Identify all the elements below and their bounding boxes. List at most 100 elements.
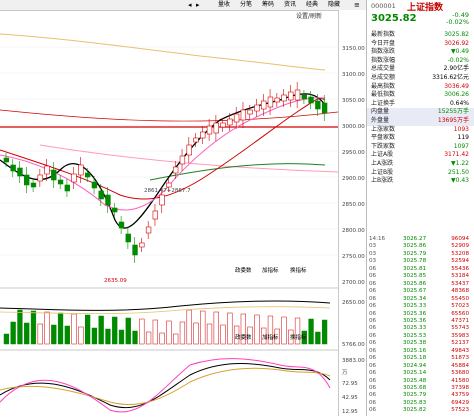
- volume-bar: [132, 330, 138, 345]
- candle-body: [105, 194, 111, 206]
- tick-volume: 48368: [451, 288, 469, 295]
- candle-body: [281, 94, 287, 102]
- tick-volume: 37398: [451, 385, 469, 391]
- tab-news[interactable]: 资讯: [284, 1, 297, 8]
- quote-row-label: 上B涨跌: [371, 177, 394, 185]
- quote-row-label: 平盘家数: [371, 134, 396, 142]
- tick-volume: 47371: [451, 317, 469, 324]
- volume-bar: [24, 322, 30, 345]
- tick-row: 06 3025.85 53184: [367, 273, 474, 281]
- tick-volume: 65560: [451, 310, 469, 317]
- kdj-tick: 12.95: [342, 409, 358, 415]
- arrow-left-icon[interactable]: ◂: [188, 1, 192, 9]
- tick-price: 3025.67: [403, 288, 427, 295]
- volume-bar: [179, 321, 186, 345]
- candle-body: [294, 89, 301, 101]
- candle-body: [3, 157, 10, 163]
- price-change: -0.49 -0.02%: [429, 12, 469, 26]
- tick-volume: 52594: [451, 258, 469, 265]
- ma120-line: [39, 144, 339, 173]
- tick-volume: 53437: [451, 280, 469, 287]
- volume-bar: [44, 311, 50, 345]
- volume-bar: [186, 309, 192, 345]
- tick-time: 03: [369, 243, 377, 250]
- quote-row-value: ▼1.22: [451, 160, 469, 167]
- candle-body: [17, 167, 23, 177]
- volume-bar: [213, 311, 219, 345]
- candle-body: [112, 207, 118, 213]
- quote-row: 指数涨幅 -0.02%: [367, 57, 474, 66]
- quote-row: 外盘量 13695万手: [367, 117, 474, 126]
- quote-row-label: 上证A股: [371, 151, 394, 159]
- tab-chip-distribution[interactable]: 筹码: [262, 1, 275, 8]
- candle-body: [321, 102, 328, 114]
- volume-bar: [91, 327, 98, 345]
- volume-bar: [315, 331, 321, 345]
- volume-bar: [200, 310, 206, 345]
- change-value: -0.49: [452, 11, 469, 19]
- current-price: 3025.82: [371, 13, 417, 24]
- tick-time: 06: [369, 288, 377, 295]
- tick-row: 06 3025.34 55450: [367, 296, 474, 304]
- quote-row: 上证B股 251.50: [367, 169, 474, 178]
- tab-tick-detail[interactable]: 分笔: [240, 1, 253, 8]
- candle-body: [179, 155, 186, 165]
- volume-bar: [37, 323, 43, 345]
- sub-panel-1-tab-c[interactable]: 换指标: [290, 268, 307, 274]
- volume-bar: [139, 318, 145, 345]
- quote-row-value: 119: [457, 134, 469, 142]
- tick-price: 3025.16: [403, 347, 427, 354]
- quote-row-value: 3036.49: [444, 82, 469, 90]
- volume-bar: [159, 332, 165, 345]
- tick-price: 3025.78: [403, 258, 427, 265]
- chart-toolbar: ◂ ▸ 量收 分笔 筹码 资讯 经典 隐藏 ≡: [0, 0, 366, 11]
- volume-bar: [51, 324, 57, 345]
- volume-bar: [308, 318, 314, 345]
- candle-body: [24, 174, 30, 186]
- candle-body: [247, 109, 253, 115]
- sub-panel-2-tab-a[interactable]: 政委数: [235, 335, 252, 341]
- tick-time: 06: [369, 399, 377, 406]
- tick-volume: 45884: [451, 362, 469, 369]
- kdj-tick: 72.95: [342, 381, 358, 387]
- tick-row: 06 3025.14 53680: [367, 370, 474, 378]
- candle-body: [132, 244, 138, 256]
- tick-row: 06 3025.36 65560: [367, 311, 474, 319]
- tab-volume-chart[interactable]: 量收: [218, 1, 231, 8]
- kline-chart-area[interactable]: 2635.09 2861.47+2867.7 设置/刷新 政委数 加指标 换指标…: [0, 10, 339, 416]
- tab-hide[interactable]: 隐藏: [328, 1, 341, 8]
- settings-link: 设置/刷新: [296, 12, 322, 20]
- tick-row: 03 3025.78 52594: [367, 258, 474, 266]
- tick-volume: 53208: [451, 250, 469, 257]
- sub-panel-2-tab-c[interactable]: 换指标: [290, 335, 307, 341]
- volume-bar: [125, 317, 131, 345]
- y-tick: 2950.00: [342, 150, 365, 156]
- menu-icon[interactable]: ≡: [354, 1, 360, 9]
- volume-bar: [17, 309, 23, 345]
- tick-row: 06 3025.81 55436: [367, 266, 474, 274]
- tick-volume: 53184: [451, 273, 469, 280]
- sub-panel-1-tab-a[interactable]: 政委数: [235, 268, 252, 274]
- sub-panel-2-tab-b[interactable]: 加指标: [262, 335, 279, 341]
- tick-volume: 57523: [451, 407, 469, 414]
- volume-bar: [321, 319, 328, 345]
- volume-bar: [274, 328, 280, 345]
- tick-time: 06: [369, 340, 377, 347]
- candle-body: [57, 179, 64, 185]
- index-name[interactable]: 上证指数: [407, 3, 444, 13]
- quote-row: 总成交额 3316.62亿元: [367, 74, 474, 83]
- volume-bar: [30, 310, 37, 345]
- tick-volume: 43759: [451, 392, 469, 399]
- tick-row: 06 3025.48 41580: [367, 378, 474, 386]
- sub-panel-1-tab-b[interactable]: 加指标: [262, 268, 279, 274]
- quote-row-value: 2.90亿手: [443, 65, 469, 73]
- tick-price: 3025.82: [403, 407, 427, 414]
- quote-row: 最高指数 3036.49: [367, 83, 474, 92]
- kdj-j-line: [0, 358, 331, 413]
- volume-bar: [118, 329, 125, 345]
- tick-row: 06 3025.83 69429: [367, 400, 474, 408]
- candle-body: [240, 109, 247, 121]
- arrow-right-icon[interactable]: ▸: [196, 1, 200, 9]
- tab-classic[interactable]: 经典: [306, 1, 319, 8]
- tick-price: 3025.36: [403, 317, 427, 324]
